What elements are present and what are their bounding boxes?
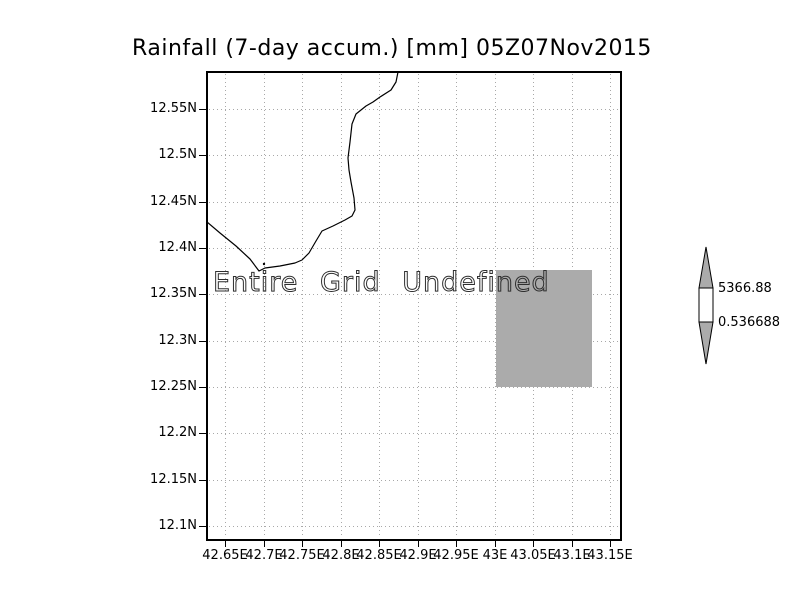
lon-tick-label: 42.9E xyxy=(399,548,437,563)
lon-tick-label: 43E xyxy=(482,548,508,563)
lat-tick-label: 12.5N xyxy=(158,147,197,162)
grid-hline xyxy=(209,340,619,342)
lon-tick-label: 43.05E xyxy=(510,548,556,563)
lon-axis-tick xyxy=(418,541,419,547)
lat-axis-tick xyxy=(199,248,206,249)
island-dot xyxy=(262,262,266,266)
lon-axis-tick xyxy=(533,541,534,547)
grid-hline xyxy=(209,479,619,481)
coastline-map xyxy=(207,72,399,272)
lon-axis-tick xyxy=(572,541,573,547)
lat-tick-label: 12.25N xyxy=(150,379,197,394)
grid-hline xyxy=(209,155,619,157)
lon-tick-label: 42.75E xyxy=(279,548,325,563)
lat-tick-label: 12.4N xyxy=(158,240,197,255)
grid-hline xyxy=(209,109,619,110)
lat-tick-label: 12.45N xyxy=(150,194,197,209)
lon-tick-label: 42.85E xyxy=(356,548,402,563)
lon-axis-tick xyxy=(610,541,611,547)
map-frame xyxy=(206,71,622,541)
colorbar-lower-triangle xyxy=(698,321,714,365)
plot-title: Rainfall (7-day accum.) [mm] 05Z07Nov201… xyxy=(132,36,652,61)
grid-hline xyxy=(209,386,619,388)
colorbar-max-label: 5366.88 xyxy=(718,281,772,296)
grid-vline xyxy=(302,74,303,538)
lat-axis-tick xyxy=(199,387,206,388)
lon-axis-tick xyxy=(264,541,265,547)
lon-axis-tick xyxy=(379,541,380,547)
lon-tick-label: 42.7E xyxy=(245,548,283,563)
grid-vline xyxy=(225,74,226,538)
lon-tick-label: 43.1E xyxy=(553,548,591,563)
lat-axis-tick xyxy=(199,480,206,481)
lat-axis-tick xyxy=(199,109,206,110)
colorbar xyxy=(698,246,714,365)
grid-hline xyxy=(209,294,619,296)
grid-hline xyxy=(209,433,619,435)
grid-hline xyxy=(209,201,619,203)
lon-axis-tick xyxy=(456,541,457,547)
lon-tick-label: 43.15E xyxy=(587,548,633,563)
lat-axis-tick xyxy=(199,202,206,203)
lon-axis-tick xyxy=(302,541,303,547)
coastline xyxy=(207,72,399,272)
lat-axis-tick xyxy=(199,155,206,156)
colorbar-middle-band xyxy=(698,287,714,323)
lat-axis-tick xyxy=(199,341,206,342)
grid-vline xyxy=(263,74,265,538)
lat-tick-label: 12.55N xyxy=(150,101,197,116)
lat-axis-tick xyxy=(199,294,206,295)
lat-axis-tick xyxy=(199,526,206,527)
colorbar-min-label: 0.536688 xyxy=(718,315,781,330)
lat-tick-label: 12.3N xyxy=(158,333,197,348)
grid-vline xyxy=(456,74,457,538)
lat-tick-label: 12.1N xyxy=(158,518,197,533)
lat-tick-label: 12.2N xyxy=(158,425,197,440)
grid-vline xyxy=(417,74,419,538)
grid-hline xyxy=(209,525,619,527)
grid-hline xyxy=(209,247,619,249)
undefined-grid-label: Entire Grid Undefined xyxy=(213,267,550,299)
lon-tick-label: 42.8E xyxy=(322,548,360,563)
undefined-data-region-box xyxy=(496,270,592,387)
lon-axis-tick xyxy=(341,541,342,547)
grid-vline xyxy=(610,74,611,538)
grid-vline xyxy=(494,74,496,538)
lon-tick-label: 42.95E xyxy=(433,548,479,563)
grid-vline xyxy=(379,74,380,538)
colorbar-upper-triangle xyxy=(698,246,714,289)
lon-axis-tick xyxy=(225,541,226,547)
lat-axis-tick xyxy=(199,433,206,434)
grid-layer xyxy=(206,71,622,541)
lat-tick-label: 12.35N xyxy=(150,286,197,301)
lat-tick-label: 12.15N xyxy=(150,472,197,487)
grid-vline xyxy=(340,74,342,538)
lon-tick-label: 42.65E xyxy=(202,548,248,563)
lon-axis-tick xyxy=(495,541,496,547)
